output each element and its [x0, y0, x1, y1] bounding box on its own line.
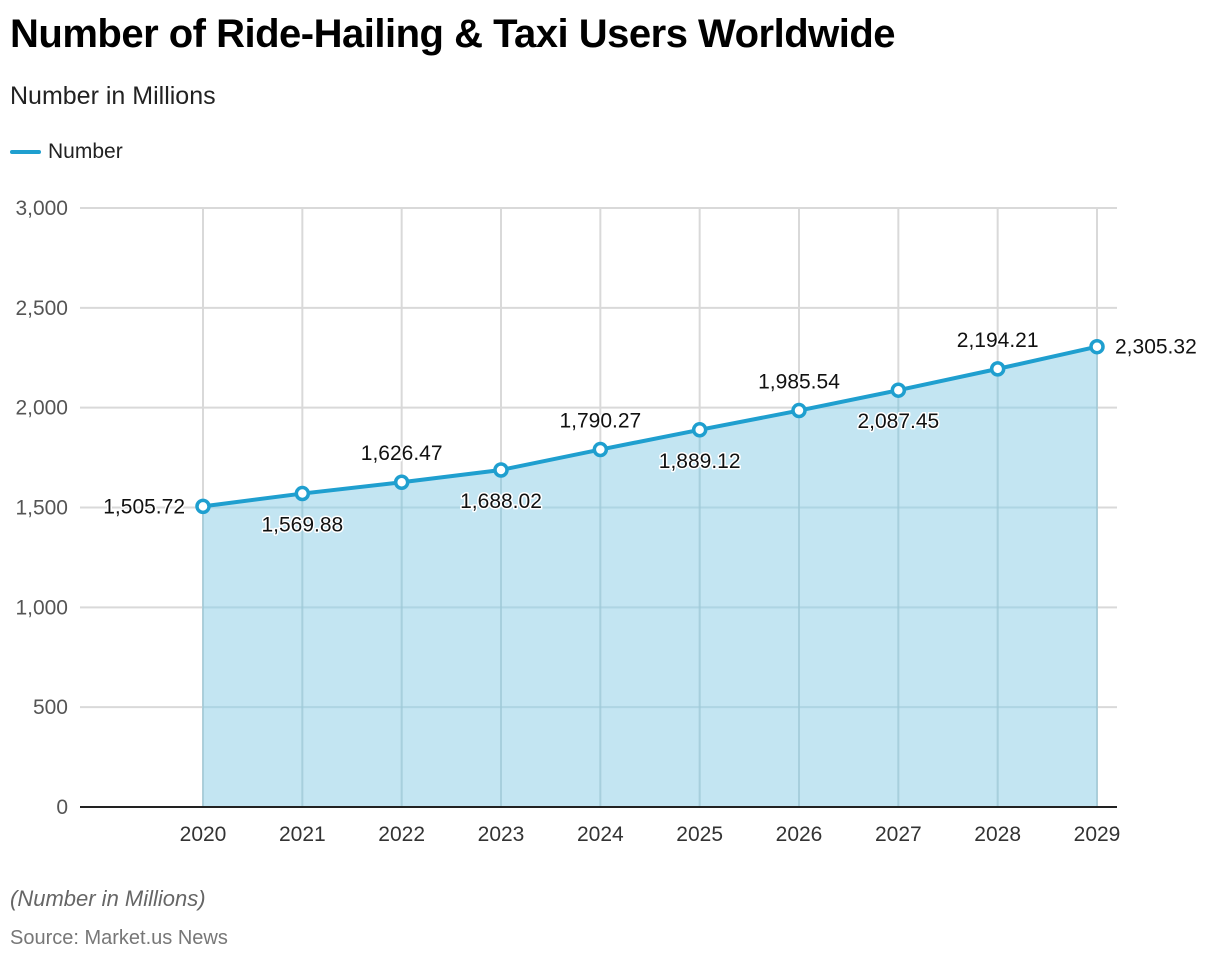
data-point: [294, 485, 311, 502]
data-label: 1,688.02: [460, 490, 542, 513]
label-layer: 1,505.72 1,569.88 1,626.47 1,688.02 1,790.27…: [102, 327, 1199, 538]
y-tick-label: 3,000: [15, 197, 68, 220]
data-point: [691, 422, 708, 438]
y-tick-label: 2,500: [15, 297, 68, 320]
line-layer: [202, 344, 1098, 509]
y-tick-label: 0: [56, 796, 68, 819]
footnote: (Number in Millions): [10, 886, 206, 911]
x-tick-label: 2029: [1074, 823, 1121, 846]
y-tick-label: 1,000: [15, 596, 68, 619]
axis-layer: 0 500 1,000 1,500 2,000 2,500 3,000 2020 2021 202…: [15, 197, 1120, 846]
chart-subtitle: Number in Millions: [10, 82, 216, 110]
point-layer: [195, 338, 1105, 515]
data-label: 1,505.72: [103, 495, 185, 518]
data-label: 1,889.12: [659, 450, 741, 473]
data-point: [195, 498, 211, 515]
x-tick-label: 2024: [577, 823, 624, 846]
y-tick-label: 500: [33, 696, 68, 719]
data-point: [493, 462, 509, 478]
data-point: [890, 382, 907, 398]
legend: Number: [10, 140, 123, 164]
x-tick-label: 2026: [776, 823, 823, 846]
data-label: 1,790.27: [559, 410, 641, 433]
x-tick-label: 2021: [279, 823, 326, 846]
data-label: 2,194.21: [957, 329, 1039, 352]
data-label: 1,569.88: [261, 514, 343, 537]
data-point: [791, 402, 807, 419]
data-label: 1,626.47: [361, 442, 443, 465]
data-point: [592, 441, 609, 458]
data-point: [1089, 338, 1105, 355]
data-point: [393, 474, 410, 490]
y-tick-label: 2,000: [15, 397, 68, 420]
source-text: Source: Market.us News: [10, 927, 228, 949]
y-tick-label: 1,500: [15, 497, 68, 520]
x-tick-label: 2028: [974, 823, 1021, 846]
x-tick-label: 2020: [180, 823, 227, 846]
series-line-number: [202, 344, 1098, 509]
area-fill: [203, 346, 1097, 807]
x-tick-label: 2023: [478, 823, 525, 846]
legend-label-number: Number: [48, 140, 123, 163]
data-label: 2,305.32: [1115, 336, 1197, 359]
chart-title: Number of Ride-Hailing & Taxi Users Worl…: [10, 12, 896, 56]
data-label: 2,087.45: [857, 410, 939, 433]
x-tick-label: 2027: [875, 823, 922, 846]
data-label: 1,985.54: [758, 371, 840, 394]
x-tick-label: 2022: [378, 823, 425, 846]
data-point: [989, 361, 1006, 377]
area-layer: [202, 346, 1098, 807]
legend-swatch-number: [10, 150, 41, 154]
x-tick-label: 2025: [676, 823, 723, 846]
